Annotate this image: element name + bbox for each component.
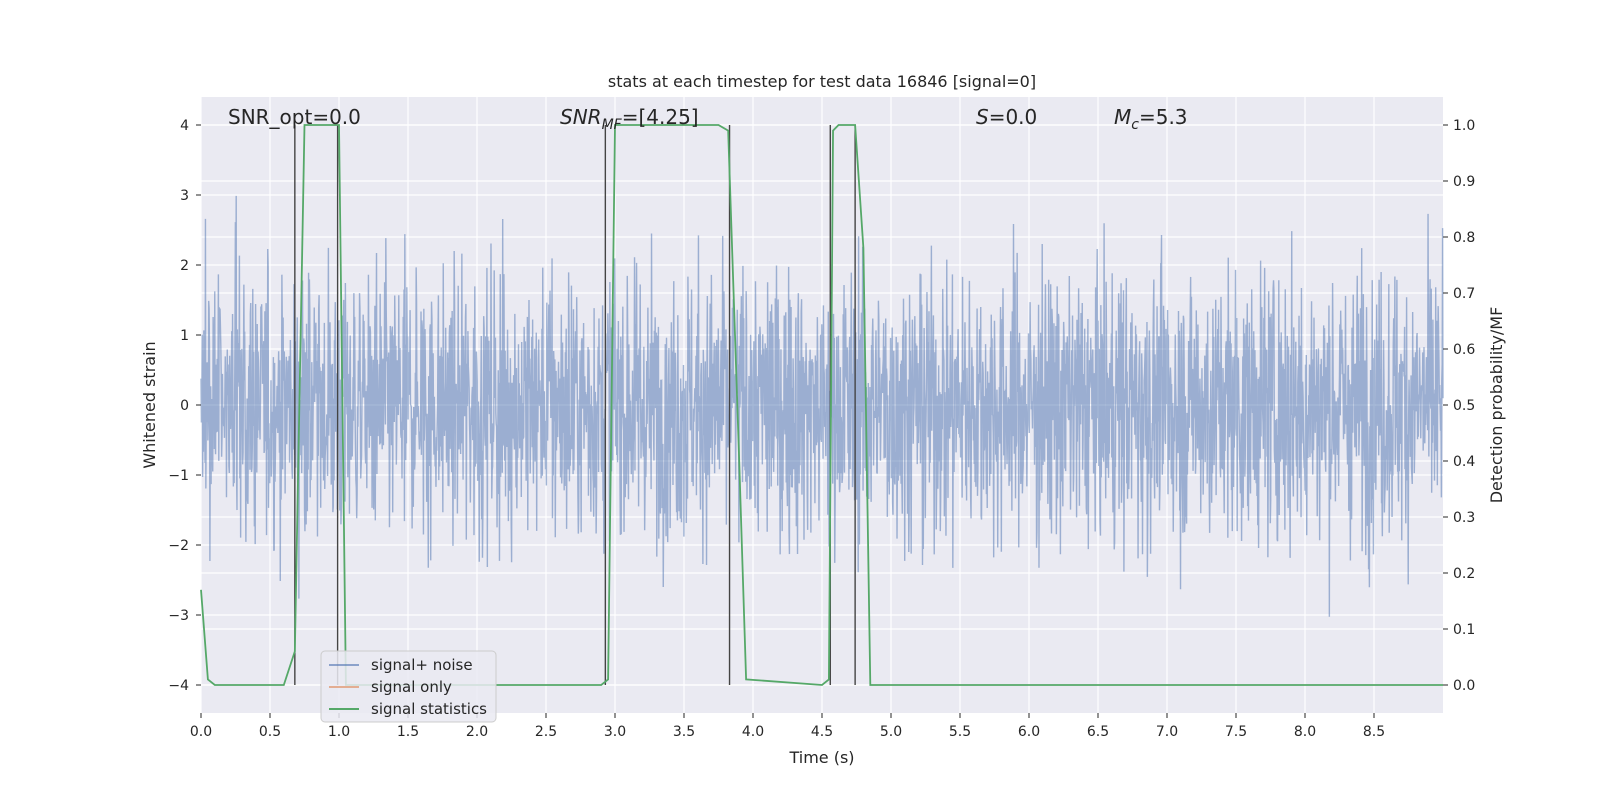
tick-label-x: 5.0 bbox=[880, 724, 902, 740]
annotation-s-value: =0.0 bbox=[989, 105, 1038, 129]
tick-label-right: 0.3 bbox=[1453, 510, 1475, 526]
legend-entry-signal-statistics: signal statistics bbox=[371, 700, 487, 718]
annotation-mc-base: M bbox=[1114, 105, 1131, 129]
tick-label-x: 4.5 bbox=[811, 724, 833, 740]
annotation-snr-mf-value: =[4.25] bbox=[622, 105, 699, 129]
tick-label-right: 0.7 bbox=[1453, 286, 1475, 302]
chart-title: stats at each timestep for test data 168… bbox=[608, 72, 1036, 91]
x-axis-label: Time (s) bbox=[788, 748, 854, 767]
tick-label-x: 3.5 bbox=[673, 724, 695, 740]
left-axis-ticks: −4 −3 −2 −1 0 1 2 3 4 bbox=[168, 118, 201, 694]
tick-label-x: 8.5 bbox=[1363, 724, 1385, 740]
tick-label-left: 1 bbox=[180, 328, 189, 344]
tick-label-x: 4.0 bbox=[742, 724, 764, 740]
legend-box bbox=[320, 650, 497, 723]
tick-label-x: 8.0 bbox=[1294, 724, 1316, 740]
tick-label-x: 7.5 bbox=[1225, 724, 1247, 740]
annotation-snr-opt: SNR_opt=0.0 bbox=[228, 105, 361, 129]
x-axis-ticks: 0.0 0.5 1.0 1.5 2.0 2.5 3.0 3.5 4.0 4.5 5.0 5.5 6.0 6… bbox=[190, 713, 1385, 740]
annotation-mc-value: =5.3 bbox=[1139, 105, 1188, 129]
tick-label-left: 0 bbox=[180, 398, 189, 414]
tick-label-x: 7.0 bbox=[1156, 724, 1178, 740]
noise-line bbox=[200, 195, 1444, 617]
annotation-mc-sub: c bbox=[1131, 117, 1139, 133]
tick-label-right: 0.8 bbox=[1453, 230, 1475, 246]
tick-label-left: 2 bbox=[180, 258, 189, 274]
tick-label-right: 0.6 bbox=[1453, 342, 1475, 358]
tick-label-x: 0.0 bbox=[190, 724, 212, 740]
tick-label-right: 0.5 bbox=[1453, 398, 1475, 414]
legend-entry-signal-noise: signal+ noise bbox=[371, 656, 473, 674]
tick-label-x: 6.0 bbox=[1018, 724, 1040, 740]
legend-entry-signal-only: signal only bbox=[371, 678, 452, 696]
annotation-s-base: S bbox=[976, 105, 989, 129]
statistics-line bbox=[200, 124, 1443, 686]
tick-label-left: 3 bbox=[180, 188, 189, 204]
series-signal-statistics bbox=[200, 124, 1443, 686]
legend: signal+ noise signal only signal statist… bbox=[320, 650, 497, 723]
annotation-s: S=0.0 bbox=[976, 105, 1037, 129]
tick-label-left: −2 bbox=[168, 538, 189, 554]
tick-label-x: 3.0 bbox=[604, 724, 626, 740]
tick-label-left: −4 bbox=[168, 678, 189, 694]
tick-label-x: 1.5 bbox=[397, 724, 419, 740]
annotation-snr-mf: SNRMF=[4.25] bbox=[560, 105, 699, 133]
tick-label-x: 5.5 bbox=[949, 724, 971, 740]
annotation-snr-mf-base: SNR bbox=[560, 105, 602, 129]
annotations: SNR_opt=0.0 SNRMF=[4.25] S=0.0 Mc=5.3 bbox=[228, 105, 1188, 133]
y-axis-label-left: Whitened strain bbox=[140, 341, 159, 468]
tick-label-x: 6.5 bbox=[1087, 724, 1109, 740]
y-axis-label-right: Detection probability/MF bbox=[1487, 307, 1506, 504]
tick-label-x: 2.0 bbox=[466, 724, 488, 740]
tick-label-right: 1.0 bbox=[1453, 118, 1475, 134]
annotation-mc: Mc=5.3 bbox=[1114, 105, 1188, 133]
tick-label-right: 0.1 bbox=[1453, 622, 1475, 638]
tick-label-right: 0.2 bbox=[1453, 566, 1475, 582]
tick-label-left: 4 bbox=[180, 118, 189, 134]
tick-label-x: 0.5 bbox=[259, 724, 281, 740]
tick-label-right: 0.9 bbox=[1453, 174, 1475, 190]
series-signal-noise bbox=[200, 195, 1444, 617]
right-axis-ticks: 0.0 0.1 0.2 0.3 0.4 0.5 0.6 0.7 0.8 0.9 1.0 bbox=[1443, 118, 1475, 694]
tick-label-right: 0.4 bbox=[1453, 454, 1475, 470]
tick-label-left: −1 bbox=[168, 468, 189, 484]
tick-label-x: 2.5 bbox=[535, 724, 557, 740]
tick-label-x: 1.0 bbox=[328, 724, 350, 740]
tick-label-left: −3 bbox=[168, 608, 189, 624]
tick-label-right: 0.0 bbox=[1453, 678, 1475, 694]
annotation-snr-mf-sub: MF bbox=[602, 117, 623, 133]
